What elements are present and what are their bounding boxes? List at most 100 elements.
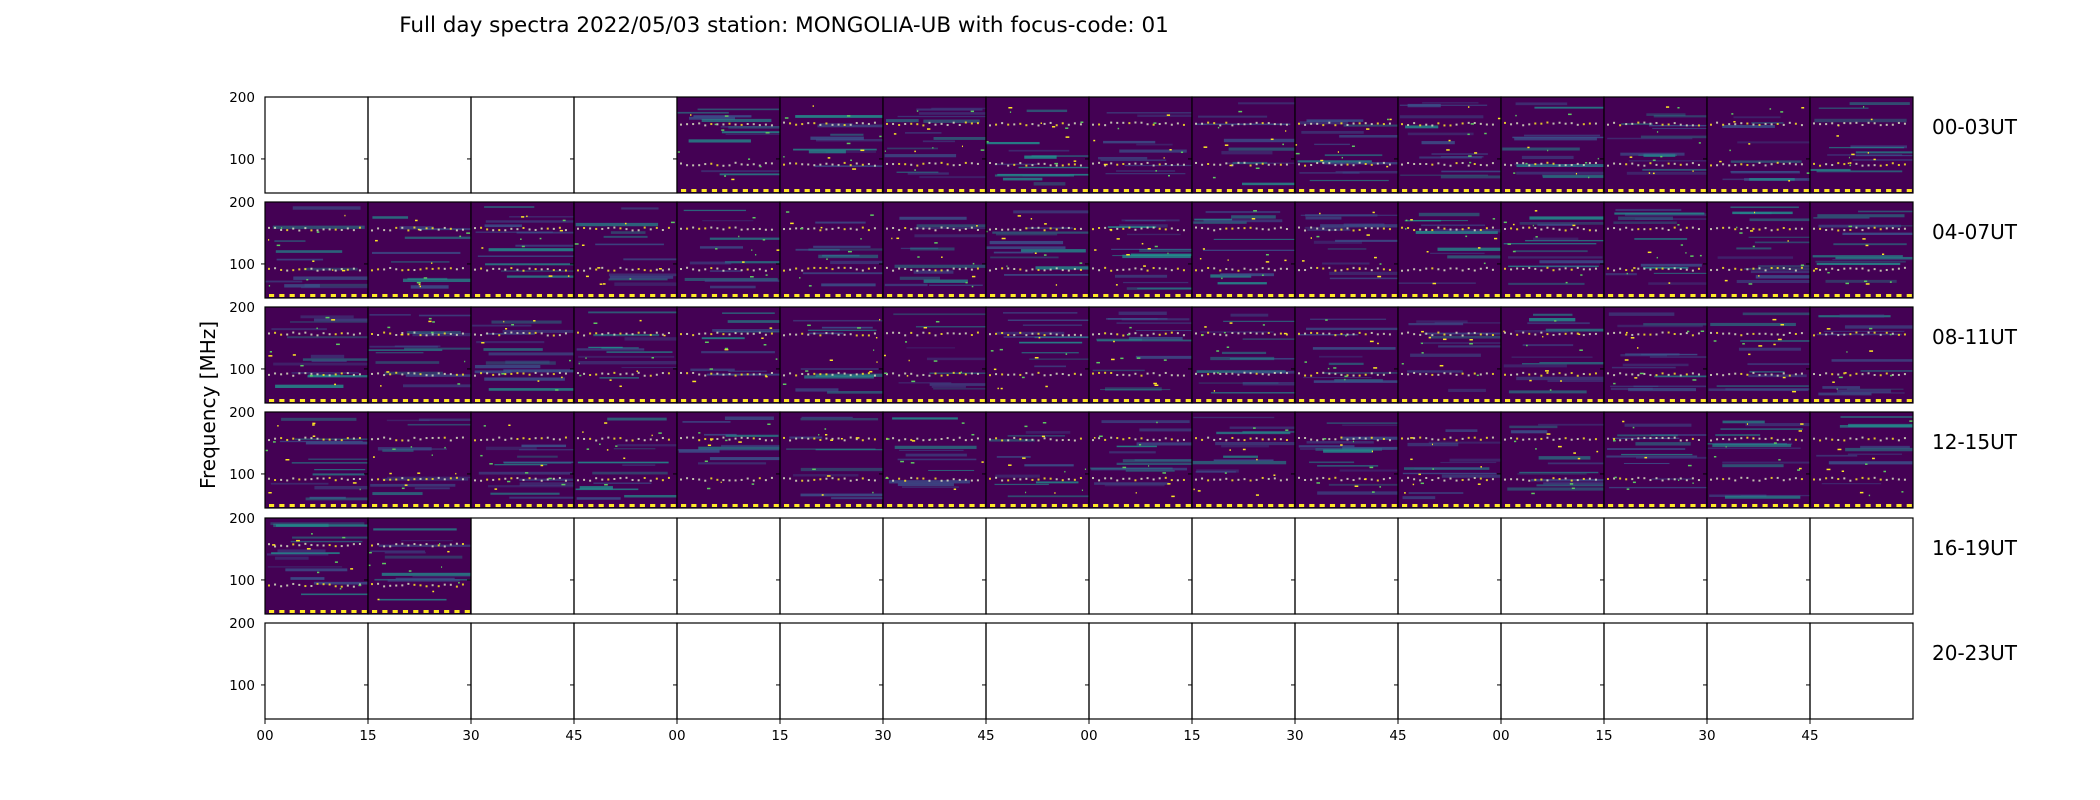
calibration-dash — [588, 399, 594, 402]
emission-dot — [480, 479, 483, 482]
spectrum-spot — [1162, 472, 1167, 474]
emission-dot — [1425, 123, 1428, 126]
emission-dot — [1794, 163, 1797, 166]
emission-dot — [1061, 122, 1064, 125]
emission-dot — [843, 333, 846, 336]
emission-dot — [1285, 439, 1288, 442]
spectrum-spot — [1492, 218, 1496, 220]
emission-dot — [1376, 479, 1379, 482]
spectrum-panel — [1085, 201, 1193, 299]
emission-dot — [1903, 163, 1906, 166]
spectrum-band — [996, 456, 1031, 458]
emission-dot — [1837, 162, 1840, 165]
spectrum-spot — [1065, 127, 1069, 129]
panel-frame — [1603, 622, 1708, 720]
spectrum-band — [918, 112, 986, 115]
spectrum-spot — [548, 477, 552, 480]
spectrum-spot — [339, 587, 342, 590]
row-label: 04-07UT — [1932, 220, 2018, 244]
spectrum-spot — [970, 110, 975, 113]
emission-dot — [958, 124, 961, 127]
emission-dot — [1419, 479, 1422, 482]
emission-dot — [613, 269, 616, 272]
calibration-dash — [1402, 399, 1408, 402]
spectrum-spot — [1865, 463, 1868, 465]
emission-dot — [1582, 372, 1585, 375]
spectrum-band — [1033, 182, 1066, 186]
spectrum-band — [578, 355, 675, 358]
emission-dot — [1419, 269, 1422, 272]
panel-frame — [985, 517, 1090, 615]
spectrum-band — [517, 455, 558, 458]
spectrum-panel — [673, 96, 781, 194]
emission-dot — [1431, 373, 1434, 376]
spectrum-band — [1745, 423, 1810, 427]
spectrum-band — [1324, 154, 1383, 157]
emission-dot — [940, 333, 943, 336]
emission-dot — [1843, 372, 1846, 375]
spectrum-background — [574, 307, 677, 403]
calibration-dash — [856, 504, 862, 507]
calibration-dash — [1525, 189, 1531, 192]
spectrum-spot — [1513, 172, 1516, 174]
calibration-dash — [1608, 294, 1614, 297]
calibration-dash — [773, 189, 779, 192]
emission-dot — [1673, 267, 1676, 270]
spectrum-background — [265, 202, 368, 298]
calibration-dash — [1350, 399, 1356, 402]
emission-dot — [437, 436, 440, 439]
spectrum-spot — [400, 333, 404, 336]
calibration-dash — [495, 294, 501, 297]
spectrum-spot — [1467, 106, 1470, 108]
emission-dot — [783, 269, 785, 272]
spectrum-spot — [1632, 481, 1636, 484]
emission-dot — [946, 163, 949, 166]
spectrum-spot — [480, 454, 483, 457]
emission-dot — [1146, 161, 1149, 164]
emission-dot — [1819, 123, 1822, 126]
calibration-dash — [454, 294, 460, 297]
spectrum-spot — [561, 483, 566, 486]
spectrum-band — [1402, 472, 1497, 475]
emission-dot — [1461, 228, 1464, 231]
emission-dot — [1903, 227, 1906, 230]
calibration-dash — [1391, 189, 1397, 192]
calibration-dash — [1237, 504, 1243, 507]
calibration-dash — [1638, 189, 1645, 192]
calibration-dash — [1762, 294, 1768, 297]
emission-dot — [1619, 331, 1622, 334]
spectrum-panel — [467, 622, 575, 720]
emission-dot — [583, 372, 586, 375]
emission-dot — [1764, 122, 1767, 125]
emission-dot — [898, 162, 901, 165]
emission-dot — [298, 268, 301, 271]
calibration-dash — [1041, 504, 1047, 507]
spectrum-spot — [1153, 382, 1157, 385]
spectrum-band — [275, 524, 368, 527]
emission-dot — [455, 436, 458, 439]
calibration-dash — [1680, 504, 1686, 507]
emission-dot — [1752, 479, 1755, 482]
emission-dot — [1334, 269, 1337, 272]
spectrum-spot — [392, 448, 396, 450]
emission-dot — [286, 372, 289, 375]
calibration-dash — [1237, 399, 1243, 402]
spectrum-band — [795, 115, 883, 118]
emission-dot — [1643, 228, 1646, 231]
calibration-dash — [1597, 399, 1603, 402]
emission-dot — [716, 372, 719, 375]
spectrum-band — [1641, 353, 1698, 356]
emission-dot — [1128, 226, 1131, 229]
emission-dot — [455, 476, 458, 479]
emission-dot — [1419, 124, 1422, 127]
calibration-dash — [269, 294, 275, 297]
emission-dot — [849, 479, 852, 482]
emission-dot — [704, 438, 707, 441]
emission-dot — [292, 543, 295, 546]
emission-dot — [1352, 374, 1355, 377]
emission-dot — [1491, 333, 1494, 336]
spectrum-band — [995, 474, 1040, 478]
row-label: 00-03UT — [1932, 115, 2018, 139]
calibration-dash — [948, 504, 954, 507]
emission-dot — [1370, 227, 1373, 230]
